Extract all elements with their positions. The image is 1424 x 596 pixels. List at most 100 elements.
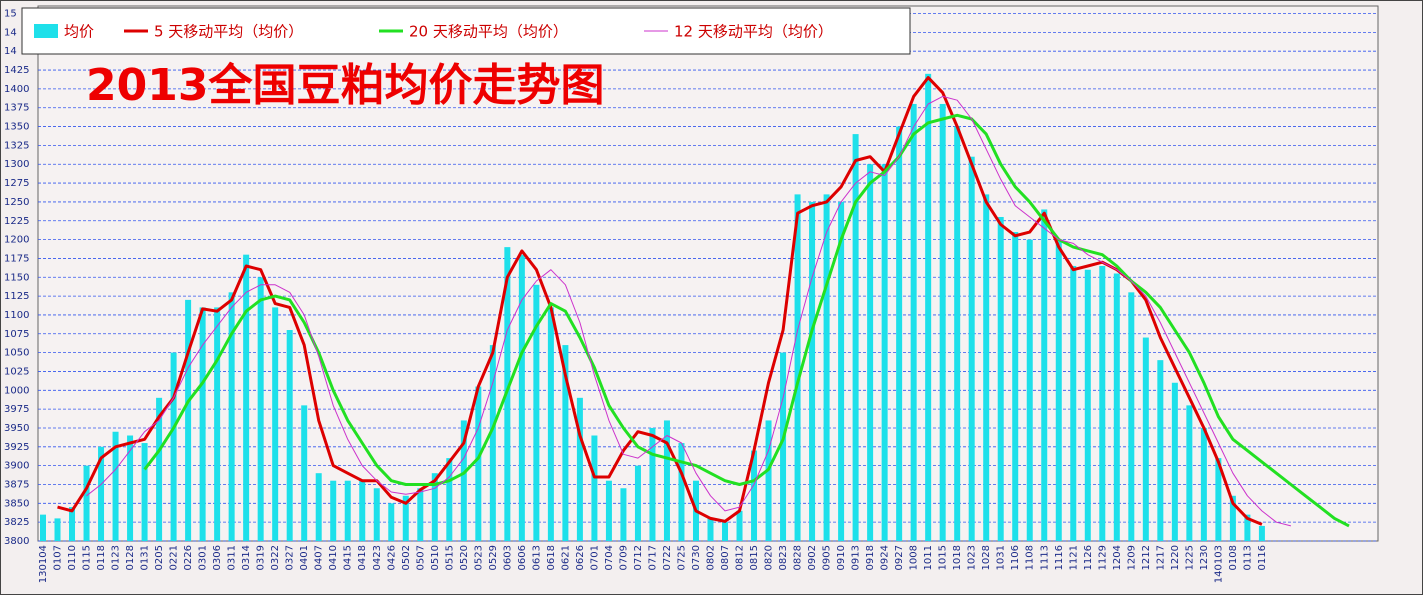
bar	[156, 397, 163, 541]
x-tick-label: 1209	[1126, 545, 1137, 570]
y-tick-label: 1175	[4, 253, 29, 264]
y-tick-label: 1425	[4, 65, 29, 76]
x-tick-label: 0221	[169, 545, 180, 570]
bar	[722, 522, 729, 541]
x-tick-label: 0913	[851, 545, 862, 570]
bar	[388, 503, 395, 541]
bar	[54, 518, 61, 541]
x-tick-label: 0520	[459, 545, 470, 570]
x-tick-label: 0507	[415, 545, 426, 570]
bar	[214, 307, 221, 541]
y-tick-label: 1250	[4, 197, 29, 208]
bar	[1200, 427, 1207, 541]
bar	[881, 164, 888, 541]
x-tick-label: 1126	[1083, 545, 1094, 570]
y-tick-label: 1050	[4, 348, 29, 359]
x-tick-label: 0606	[517, 545, 528, 570]
x-tick-label: 1108	[1025, 545, 1036, 570]
x-tick-label: 1225	[1184, 545, 1195, 570]
x-tick-label: 1008	[909, 545, 920, 570]
bar	[910, 103, 917, 541]
bar	[1258, 525, 1265, 541]
x-tick-label: 1031	[996, 545, 1007, 570]
x-tick-label: 0626	[575, 545, 586, 570]
legend-label: 5 天移动平均（均价）	[154, 23, 303, 41]
x-tick-label: 0301	[198, 545, 209, 570]
bar	[373, 488, 380, 541]
y-tick-label: 3850	[4, 498, 29, 509]
bar	[925, 73, 932, 542]
legend-label: 12 天移动平均（均价）	[674, 23, 833, 41]
x-tick-label: 0823	[778, 545, 789, 570]
x-tick-label: 0410	[328, 545, 339, 570]
bar	[576, 397, 583, 541]
y-tick-label: 1075	[4, 329, 29, 340]
chart-title: 2013全国豆粕均价走势图	[86, 60, 604, 111]
bar	[141, 443, 148, 541]
bar	[823, 194, 830, 541]
x-tick-label: 0924	[880, 545, 891, 570]
bar	[765, 420, 772, 541]
bar	[199, 307, 206, 541]
x-tick-label: 0725	[676, 545, 687, 570]
bar	[1244, 514, 1251, 541]
x-tick-label: 1220	[1170, 545, 1181, 570]
x-tick-label: 0510	[430, 545, 441, 570]
x-tick-label: 0502	[401, 545, 412, 570]
x-tick-label: 0815	[749, 545, 760, 570]
x-tick-label: 0812	[735, 545, 746, 570]
bar	[1055, 239, 1062, 541]
x-tick-label: 0415	[343, 545, 354, 570]
y-tick-label: 1125	[4, 291, 29, 302]
y-tick-label: 3950	[4, 423, 29, 434]
bar	[852, 134, 859, 542]
bar	[547, 307, 554, 541]
bar	[533, 284, 540, 541]
x-tick-label: 0905	[822, 545, 833, 570]
bar	[1084, 269, 1091, 541]
x-tick-label: 140103	[1213, 545, 1224, 583]
bar	[69, 507, 76, 541]
bar	[605, 480, 612, 541]
x-tick-label: 1023	[967, 545, 978, 570]
x-tick-label: 0426	[386, 545, 397, 570]
x-tick-label: 0828	[793, 545, 804, 570]
bar	[809, 201, 816, 541]
bar	[489, 345, 496, 541]
x-tick-label: 0118	[96, 545, 107, 570]
bar	[649, 427, 656, 541]
bar	[939, 103, 946, 541]
bar	[838, 201, 845, 541]
y-tick-label: 1400	[4, 84, 29, 95]
x-tick-label: 0226	[183, 545, 194, 570]
bar	[228, 292, 235, 541]
y-tick-label: 1275	[4, 178, 29, 189]
bar	[330, 480, 337, 541]
legend-box	[21, 7, 911, 55]
legend-label: 20 天移动平均（均价）	[409, 23, 568, 41]
x-tick-label: 1015	[938, 545, 949, 570]
bar	[736, 510, 743, 541]
x-tick-label: 1217	[1155, 545, 1166, 570]
x-tick-label: 0603	[502, 545, 513, 570]
x-tick-label: 1204	[1112, 545, 1123, 570]
y-tick-label: 3975	[4, 404, 29, 415]
y-tick-label: 14	[4, 46, 17, 57]
x-tick-label: 0820	[764, 545, 775, 570]
x-tick-label: 0107	[53, 545, 64, 570]
bar	[591, 435, 598, 541]
plot-area: 3800 3825 3850 3875 3900 3925 3950 3975 1000 1025…	[4, 5, 1379, 583]
x-tick-label: 0108	[1228, 545, 1239, 570]
bar	[751, 450, 758, 541]
x-tick-label: 0407	[314, 545, 325, 570]
x-tick-label: 0902	[807, 545, 818, 570]
x-tick-label: 0927	[894, 545, 905, 570]
y-tick-label: 1150	[4, 272, 29, 283]
bar	[620, 488, 627, 541]
bar	[40, 514, 46, 541]
y-tick-label: 3875	[4, 479, 29, 490]
bar	[954, 126, 961, 541]
bar	[315, 473, 322, 541]
x-tick-label: 0131	[140, 545, 151, 570]
